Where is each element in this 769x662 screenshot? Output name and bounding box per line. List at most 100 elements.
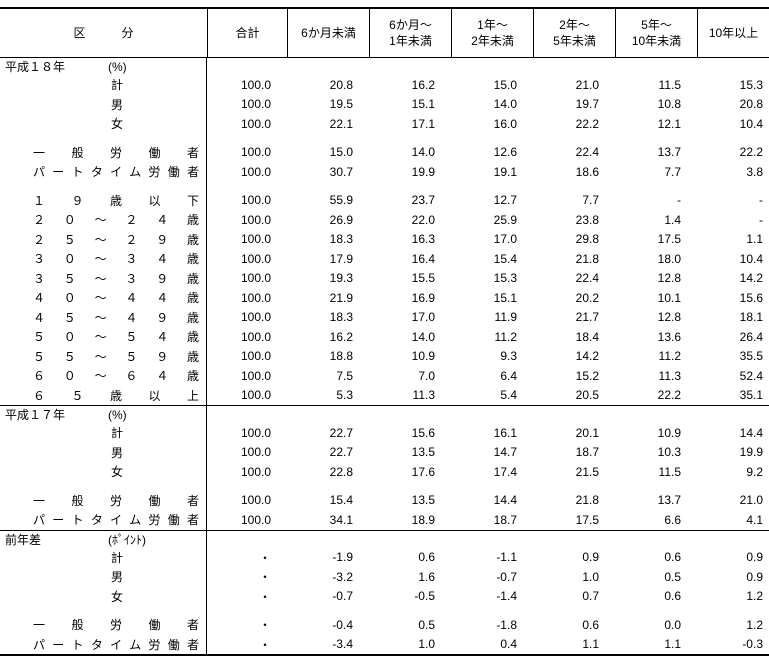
value-cell: 7.7 xyxy=(582,193,599,208)
value-cell: 19.9 xyxy=(739,445,763,460)
value-cell: 100.0 xyxy=(240,145,271,160)
value-cell: 12.6 xyxy=(493,145,517,160)
value-cell: 17.0 xyxy=(411,310,435,325)
row-label-cell: ４５～４９歳 xyxy=(0,307,207,327)
value-cell: 1.4 xyxy=(664,212,681,227)
table-row: 計 ・ -1.9 0.6 -1.1 0.9 0.6 0.9 xyxy=(0,547,769,567)
table-row: 男 100.0 22.7 13.5 14.7 18.7 10.3 19.9 xyxy=(0,442,769,462)
value-cell: 14.0 xyxy=(411,329,435,344)
label-cell: 平成１７年 (%) xyxy=(0,406,207,423)
table-row: ２０～２４歳 100.0 26.9 22.0 25.9 23.8 1.4 - xyxy=(0,210,769,230)
table-row: ６５歳以上 100.0 5.3 11.3 5.4 20.5 22.2 35.1 xyxy=(0,385,769,405)
value-cell: 11.3 xyxy=(658,368,681,383)
section-title: 平成１７年 xyxy=(5,408,66,422)
row-label: ６５歳以上 xyxy=(33,388,226,403)
value-cell: 15.4 xyxy=(329,493,353,508)
value-cell: 18.0 xyxy=(657,251,681,266)
value-cell: - xyxy=(759,212,763,227)
row-label-cell: ５５～５９歳 xyxy=(0,346,207,366)
value-cell: 0.9 xyxy=(746,569,763,584)
value-cell: -0.4 xyxy=(332,617,353,632)
row-label-cell: ４０～４４歳 xyxy=(0,288,207,308)
value-cell: 100.0 xyxy=(240,251,271,266)
header-10y-plus: 10年以上 xyxy=(697,9,769,57)
value-cell: 14.2 xyxy=(575,349,599,364)
value-cell: 22.7 xyxy=(329,425,353,440)
value-cell: 100.0 xyxy=(240,271,271,286)
value-cell: 29.8 xyxy=(575,232,599,247)
value-cell: 5.3 xyxy=(336,388,353,403)
row-label-cell: 女 xyxy=(0,586,207,606)
value-cell: 55.9 xyxy=(329,193,353,208)
value-cell: 1.2 xyxy=(746,589,763,604)
value-cell: ・ xyxy=(258,589,271,604)
table-row: ３０～３４歳 100.0 17.9 16.4 15.4 21.8 18.0 10.4 xyxy=(0,249,769,269)
value-cell: 19.7 xyxy=(575,97,599,112)
value-cell: 20.5 xyxy=(575,388,599,403)
value-cell: 100.0 xyxy=(240,349,271,364)
value-cell: 16.0 xyxy=(493,116,517,131)
value-cell: 1.0 xyxy=(418,637,435,652)
row-label-cell: ５０～５４歳 xyxy=(0,327,207,347)
row-label: 一般労働者 xyxy=(33,493,226,508)
value-cell: 15.5 xyxy=(411,271,435,286)
value-cell: 100.0 xyxy=(240,493,271,508)
value-cell: 15.1 xyxy=(411,97,435,112)
value-cell: 6.6 xyxy=(664,512,681,527)
value-cell: 0.5 xyxy=(664,569,681,584)
row-label: ２５～２９歳 xyxy=(33,232,218,247)
value-cell: 0.9 xyxy=(746,550,763,565)
value-cell: ・ xyxy=(258,570,271,585)
row-label-cell: パートタイム労働者 xyxy=(0,510,207,530)
row-label: 一般労働者 xyxy=(33,145,226,160)
row-label-cell: 計 xyxy=(0,75,207,95)
value-cell: 100.0 xyxy=(240,212,271,227)
header-6m-1y: 6か月～ 1年未満 xyxy=(369,9,451,57)
table-row: 女 ・ -0.7 -0.5 -1.4 0.7 0.6 1.2 xyxy=(0,586,769,606)
value-cell: 17.5 xyxy=(657,232,681,247)
header-category: 区 分 xyxy=(0,9,207,57)
value-cell: ・ xyxy=(258,618,271,633)
value-cell: 1.1 xyxy=(746,232,763,247)
row-label: 男 xyxy=(111,570,124,585)
value-cell: 20.1 xyxy=(575,425,599,440)
header-1y-2y: 1年～ 2年未満 xyxy=(451,9,533,57)
table-row: 男 100.0 19.5 15.1 14.0 19.7 10.8 20.8 xyxy=(0,94,769,114)
table-row: 女 100.0 22.8 17.6 17.4 21.5 11.5 9.2 xyxy=(0,462,769,482)
value-cell: 100.0 xyxy=(240,388,271,403)
value-cell: 22.2 xyxy=(657,388,681,403)
table-row: ５０～５４歳 100.0 16.2 14.0 11.2 18.4 13.6 26.4 xyxy=(0,327,769,347)
value-cell: 1.1 xyxy=(582,637,599,652)
value-cell: 18.7 xyxy=(575,445,599,460)
row-label-cell: ６０～６４歳 xyxy=(0,366,207,386)
value-cell: 21.7 xyxy=(575,310,599,325)
table-row: １９歳以下 100.0 55.9 23.7 12.7 7.7 - - xyxy=(0,190,769,210)
value-cell: 14.0 xyxy=(411,145,435,160)
value-cell: 17.5 xyxy=(575,512,599,527)
value-cell: 0.7 xyxy=(582,589,599,604)
row-label: 計 xyxy=(111,426,124,441)
value-cell: 12.8 xyxy=(657,310,681,325)
value-cell: 0.6 xyxy=(418,550,435,565)
value-cell: 11.5 xyxy=(658,77,681,92)
value-cell: 0.0 xyxy=(664,617,681,632)
value-cell: 0.9 xyxy=(582,550,599,565)
value-cell: 100.0 xyxy=(240,232,271,247)
value-cell: 11.5 xyxy=(658,464,681,479)
value-cell: 16.9 xyxy=(411,290,435,305)
table-row: 計 100.0 20.8 16.2 15.0 21.0 11.5 15.3 xyxy=(0,75,769,95)
row-label: 女 xyxy=(111,589,124,604)
value-cell: 100.0 xyxy=(240,329,271,344)
row-label: ３５～３９歳 xyxy=(33,271,218,286)
value-cell: 16.4 xyxy=(411,251,435,266)
value-cell: 22.1 xyxy=(329,116,353,131)
value-cell: 7.7 xyxy=(664,164,681,179)
value-cell: 13.7 xyxy=(657,493,681,508)
value-cell: 100.0 xyxy=(240,77,271,92)
value-cell: 0.5 xyxy=(418,617,435,632)
row-label: パートタイム労働者 xyxy=(33,637,207,652)
header-5y-10y: 5年～ 10年未満 xyxy=(615,9,697,57)
value-cell: 22.4 xyxy=(575,145,599,160)
value-cell: 12.1 xyxy=(657,116,681,131)
value-cell: -0.7 xyxy=(496,569,517,584)
